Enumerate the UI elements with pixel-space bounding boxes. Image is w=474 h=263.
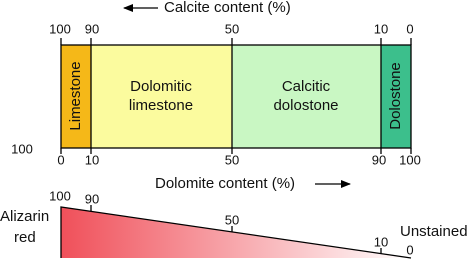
calcite-label: Calcite content (%) (164, 0, 291, 16)
dolomite-tick: 10 (85, 152, 99, 167)
rock-label: Calcitic (282, 78, 331, 95)
rock-label: Dolomitic (130, 78, 192, 95)
dolomite-tick: 50 (225, 152, 239, 167)
rock-label: dolostone (273, 97, 338, 114)
rock-label: Limestone (67, 61, 84, 130)
calcitic-dolostone-segment (232, 45, 381, 148)
stain-tick: 90 (85, 191, 99, 206)
box-border (60, 44, 412, 149)
dolostone-segment (381, 45, 411, 148)
dolomitic-limestone-segment (91, 45, 232, 148)
limestone-segment (61, 45, 91, 148)
calcite-tick: 10 (374, 21, 388, 36)
stain-tick: 50 (225, 212, 239, 227)
dolomite-tick: 90 (372, 152, 386, 167)
dolomite-tick: 100 (399, 152, 421, 167)
stain-tick: 100 (49, 188, 71, 203)
calcite-tick: 50 (225, 21, 239, 36)
rock-label: Dolostone (387, 62, 404, 130)
dolomite-label: Dolomite content (%) (155, 175, 295, 192)
calcite-tick: 0 (406, 21, 413, 36)
calcite-tick: 100 (49, 21, 71, 36)
calcite-tick: 90 (85, 21, 99, 36)
stain-label: red (14, 229, 36, 246)
side-label: 100 (11, 141, 33, 156)
wedge-ticks (90, 205, 382, 254)
unstained-label: Unstained (400, 223, 468, 240)
dolomite-tick: 0 (57, 152, 64, 167)
top-ticks (60, 38, 412, 45)
segment-dividers (90, 45, 382, 148)
stain-label: Alizarin (0, 208, 49, 225)
bottom-ticks (60, 148, 412, 154)
stain-tick: 10 (374, 234, 388, 249)
wedge-outline (60, 206, 412, 259)
stain-tick: 0 (406, 242, 413, 257)
rock-label: limestone (129, 97, 193, 114)
